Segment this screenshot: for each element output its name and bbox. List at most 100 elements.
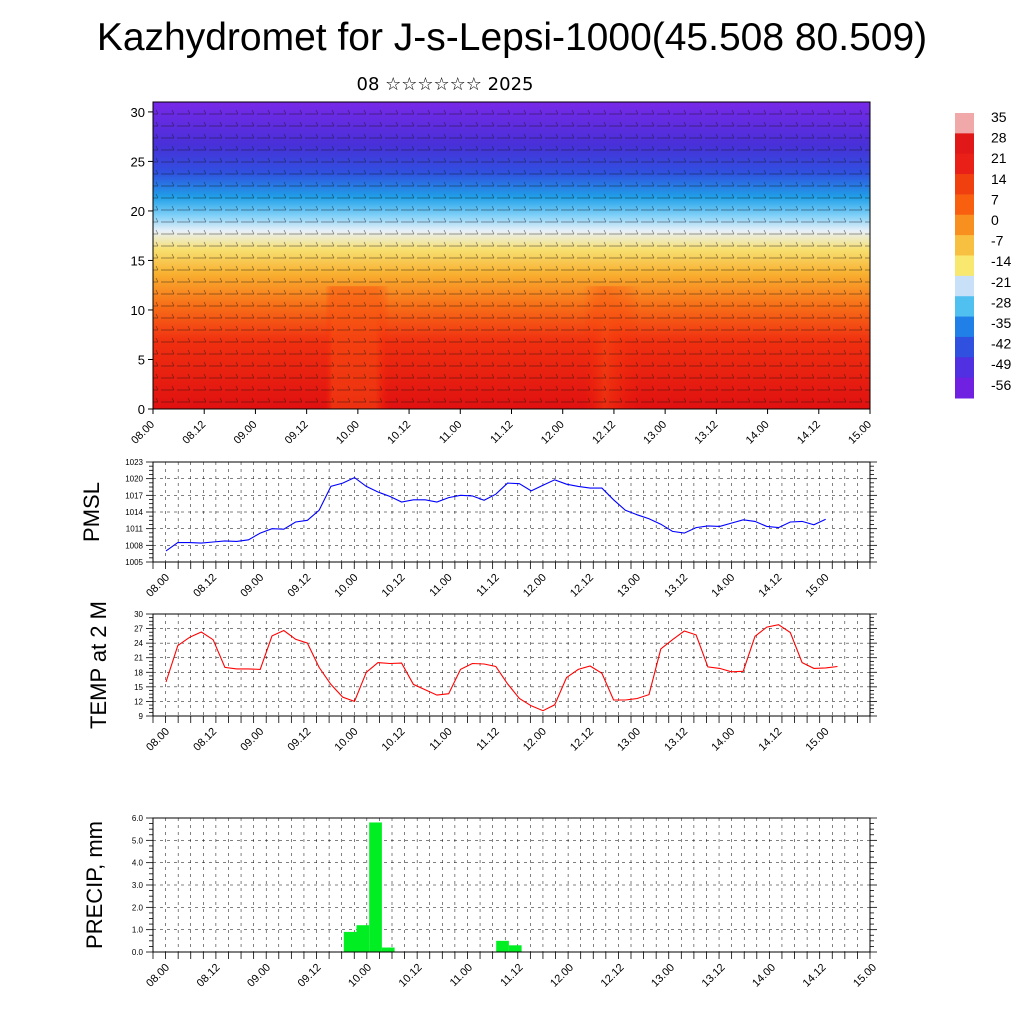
x-tick-label: 09.00 (245, 962, 273, 990)
y-tick-label: 3.0 (132, 881, 144, 890)
y-tick-label: 15 (131, 253, 145, 268)
x-tick-label: 12.00 (548, 962, 576, 990)
precip-bar (356, 925, 370, 952)
x-tick-label: 14.00 (709, 726, 737, 754)
colorbar-label: 28 (991, 130, 1007, 146)
colorbar-swatch (955, 296, 974, 318)
y-tick-label: 0 (138, 402, 145, 417)
panel-frame (152, 613, 871, 717)
x-tick-label: 10.00 (333, 726, 361, 754)
colorbar-swatch (955, 133, 974, 155)
y-tick-label: 30 (131, 105, 145, 120)
y-tick-label: 27 (134, 625, 143, 634)
series-line (165, 624, 838, 712)
x-tick-label: 15.00 (846, 419, 874, 447)
colorbar-label: -56 (991, 377, 1011, 393)
x-tick-label: 10.12 (385, 419, 413, 447)
x-tick-label: 13.00 (615, 572, 643, 600)
y-tick-label: 12 (134, 697, 143, 706)
y-tick-label: 5.0 (132, 836, 144, 845)
x-tick-label: 08.00 (129, 419, 157, 447)
colorbar-label: 35 (991, 109, 1007, 125)
colorbar-label: -7 (991, 233, 1004, 249)
x-tick-label: 10.12 (397, 962, 425, 990)
y-tick-label: 1005 (125, 558, 143, 567)
x-tick-label: 09.12 (285, 572, 313, 600)
x-tick-label: 08.12 (180, 419, 208, 447)
x-tick-label: 12.12 (590, 419, 618, 447)
x-tick-label: 09.12 (283, 419, 311, 447)
x-tick-label: 15.00 (851, 962, 879, 990)
colorbar-label: 7 (991, 191, 999, 207)
x-tick-label: 12.00 (539, 419, 567, 447)
colorbar-swatch (955, 275, 974, 297)
x-tick-label: 09.00 (232, 419, 260, 447)
y-tick-label: 0.0 (132, 948, 144, 957)
precip-bar (381, 947, 395, 952)
x-tick-label: 08.12 (191, 726, 219, 754)
y-tick-label: 15 (134, 683, 143, 692)
colorbar-label: 0 (991, 212, 999, 228)
x-tick-label: 13.12 (693, 419, 721, 447)
x-tick-label: 14.12 (795, 419, 823, 447)
x-tick-label: 13.00 (649, 962, 677, 990)
precip-bar (508, 945, 522, 952)
x-tick-label: 11.00 (448, 962, 475, 989)
colorbar-swatch (955, 336, 974, 358)
y-tick-label: 1020 (125, 475, 143, 484)
x-tick-label: 09.00 (238, 726, 266, 754)
colorbar-swatch (955, 174, 974, 195)
y-tick-label: 24 (134, 639, 143, 648)
temperature-cross-section-panel: 0 5 10 15 20 25 30 08.00 08.12 09.00 09.12 10.00 10.… (129, 101, 874, 447)
x-tick-label: 13.12 (662, 726, 690, 754)
x-tick-label: 10.00 (333, 572, 361, 600)
precip-panel: 0.0 1.0 2.0 3.0 4.0 5.0 6.0 08.00 08.12 09.00 09.1… (82, 814, 879, 990)
x-tick-label: 11.00 (427, 572, 454, 599)
x-tick-label: 08.00 (144, 726, 172, 754)
colorbar: 35 28 21 14 7 0 -7 -14 -21 -28 -35 -42 -49 -56 (955, 109, 1011, 399)
y-axis-label: TEMP at 2 M (86, 601, 111, 729)
colorbar-label: -35 (991, 315, 1011, 331)
x-tick-label: 09.00 (238, 572, 266, 600)
precip-bar (343, 931, 357, 952)
temp-2m-panel: 9 12 15 18 21 24 27 30 08.00 08.12 09.00 09.12 10.00… (86, 601, 877, 754)
x-tick-label: 11.12 (474, 572, 501, 599)
colorbar-swatch (955, 235, 974, 256)
x-tick-label: 12.12 (568, 572, 596, 600)
y-tick-label: 1014 (125, 508, 143, 517)
y-axis-label: PRECIP, mm (82, 821, 107, 949)
y-tick-label: 4.0 (132, 859, 144, 868)
pmsl-panel: 1005 1008 1011 1014 1017 1020 1023 08.00 08.12 09… (79, 458, 877, 600)
x-tick-label: 12.00 (521, 726, 549, 754)
colorbar-swatch (955, 214, 974, 236)
x-tick-label: 15.00 (804, 572, 832, 600)
x-tick-label: 10.00 (346, 962, 374, 990)
x-tick-label: 09.12 (285, 726, 313, 754)
colorbar-swatch (955, 357, 974, 379)
colorbar-swatch (955, 316, 974, 338)
x-tick-label: 14.00 (744, 419, 772, 447)
y-axis-label: PMSL (79, 482, 104, 542)
x-tick-label: 10.12 (380, 726, 408, 754)
y-tick-label: 1011 (126, 525, 144, 534)
colorbar-swatch (955, 113, 974, 134)
y-tick-label: 21 (134, 654, 143, 663)
x-tick-label: 11.12 (488, 419, 515, 446)
x-tick-label: 14.00 (750, 962, 778, 990)
y-tick-label: 30 (134, 610, 143, 619)
series-line (165, 476, 826, 552)
x-tick-label: 12.00 (521, 572, 549, 600)
x-tick-label: 14.00 (709, 572, 737, 600)
x-tick-label: 10.12 (380, 572, 408, 600)
y-tick-label: 5 (138, 352, 145, 367)
colorbar-swatch (955, 194, 974, 216)
x-tick-label: 08.12 (191, 572, 219, 600)
x-tick-label: 10.00 (334, 419, 362, 447)
wind-barbs (153, 102, 870, 409)
precip-bar (369, 822, 382, 952)
colorbar-label: -49 (991, 356, 1011, 372)
y-tick-label: 6.0 (132, 814, 144, 823)
colorbar-label: -28 (991, 294, 1011, 310)
precip-bar (496, 940, 509, 952)
y-tick-label: 25 (131, 154, 145, 169)
